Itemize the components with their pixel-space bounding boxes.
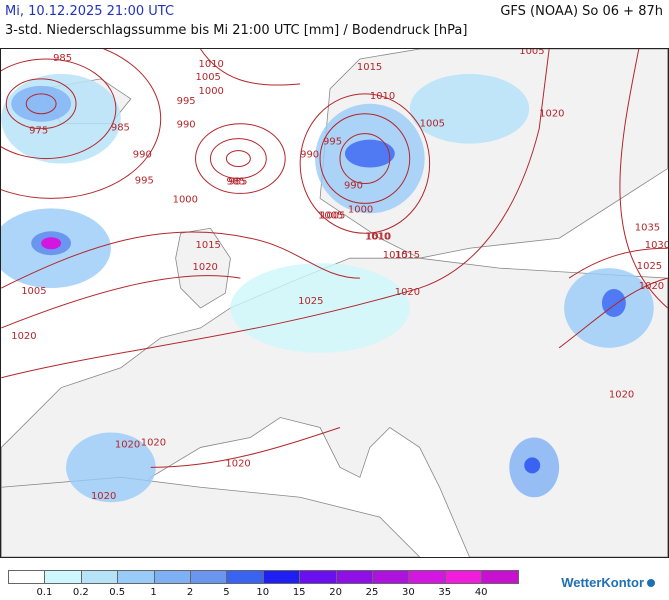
legend-label: 0.5 [109, 587, 126, 598]
isobar-label: 985 [111, 123, 130, 134]
legend-swatch [444, 570, 483, 584]
legend-swatch [335, 570, 373, 584]
isobar-label: 1010 [366, 231, 391, 242]
isobar-label: 1020 [115, 439, 140, 450]
isobar-label: 1035 [635, 222, 660, 233]
legend-swatch [117, 570, 155, 584]
isobars [1, 49, 668, 468]
legend-label: 10 [256, 587, 270, 598]
legend-swatch [226, 570, 264, 584]
isobar-label: 1015 [395, 250, 420, 261]
legend-label: 20 [329, 587, 342, 598]
precip-central [230, 263, 410, 353]
isobar-label: 1020 [225, 458, 250, 469]
isobar-label: 1005 [519, 48, 544, 57]
precip-iberia [66, 432, 156, 503]
isobar-label: 995 [323, 137, 342, 148]
isobar-label: 1020 [91, 491, 116, 502]
logo-dot-icon [647, 579, 655, 587]
isobar-label: 995 [177, 96, 196, 107]
isobar-label: 990 [344, 180, 363, 191]
legend-label: 2 [186, 587, 194, 598]
isobar-label: 985 [228, 176, 247, 187]
legend-swatch [8, 570, 46, 584]
legend-label: 30 [402, 587, 415, 598]
isobar-label: 1030 [645, 240, 669, 251]
isobar-label: 990 [300, 150, 319, 161]
isobar-label: 985 [226, 176, 245, 187]
isobar-label: 1010 [365, 231, 390, 242]
legend-label: 35 [438, 587, 452, 598]
legend-swatch [190, 570, 228, 584]
legend-swatch [299, 570, 337, 584]
isobar-label: 1020 [395, 287, 420, 298]
isobar-label: 995 [135, 175, 154, 186]
isobar-label: 1000 [348, 204, 373, 215]
isobar-label: 1010 [199, 59, 224, 70]
precip-eastmed-core [524, 457, 541, 474]
legend-label: 0.1 [36, 587, 53, 598]
isobar-label: 1005 [318, 210, 343, 221]
isobar-label: 1005 [320, 210, 345, 221]
valid-time: Mi, 10.12.2025 21:00 UTC [5, 4, 175, 19]
model-run: GFS (NOAA) So 06 + 87h [500, 4, 663, 19]
precip-north [409, 73, 530, 144]
isobar-label: 1000 [173, 194, 198, 205]
isobar-label: 975 [29, 126, 48, 137]
legend-label: 0.2 [72, 587, 89, 598]
isobar-label: 1025 [637, 261, 662, 272]
legend-swatch [44, 570, 82, 584]
isobar-label: 1015 [383, 250, 408, 261]
isobar-label: 1005 [420, 119, 445, 130]
isobar-label: 1015 [196, 240, 221, 251]
isobar-label: 1020 [609, 390, 634, 401]
isobar-label: 1020 [193, 262, 218, 273]
isobar-label: 985 [53, 53, 72, 64]
legend-label: 1 [150, 587, 157, 598]
map-subtitle: 3-std. Niederschlagssumme bis Mi 21:00 U… [5, 23, 468, 38]
legend-swatch [372, 570, 410, 584]
isobar-label: 1025 [298, 296, 323, 307]
precip-scandinavia-core [344, 139, 395, 168]
isobar-label: 990 [133, 150, 152, 161]
isobar-label: 1020 [11, 331, 36, 342]
legend-swatch [481, 570, 519, 584]
precip-northwest [1, 73, 121, 164]
brand-logo: WetterKontor [561, 575, 655, 590]
legend-label: 5 [223, 587, 230, 598]
legend-swatch [80, 570, 119, 584]
legend-swatch [262, 570, 301, 584]
land-europe-mainland [1, 257, 668, 557]
legend-label: 25 [365, 587, 379, 598]
isobar-label: 1005 [21, 286, 46, 297]
isobar-label: 990 [177, 120, 196, 131]
legend-label: 40 [474, 587, 488, 598]
isobar-label: 1020 [539, 109, 564, 120]
isobar-label: 1000 [199, 86, 224, 97]
legend-swatch [153, 570, 191, 584]
isobar-label: 1015 [357, 62, 382, 73]
precip-east-core [601, 289, 626, 317]
precip-atlantic-max [41, 237, 62, 250]
isobar-label: 1020 [141, 437, 166, 448]
isobar-label: 1020 [639, 281, 664, 292]
legend-swatch [408, 570, 446, 584]
isobar-label: 1010 [370, 91, 395, 102]
isobar-label: 1005 [196, 72, 221, 83]
precip-northwest-core [11, 85, 72, 122]
legend-label: 15 [292, 587, 306, 598]
precip-fields [1, 73, 654, 503]
land-scandinavia [319, 49, 668, 259]
